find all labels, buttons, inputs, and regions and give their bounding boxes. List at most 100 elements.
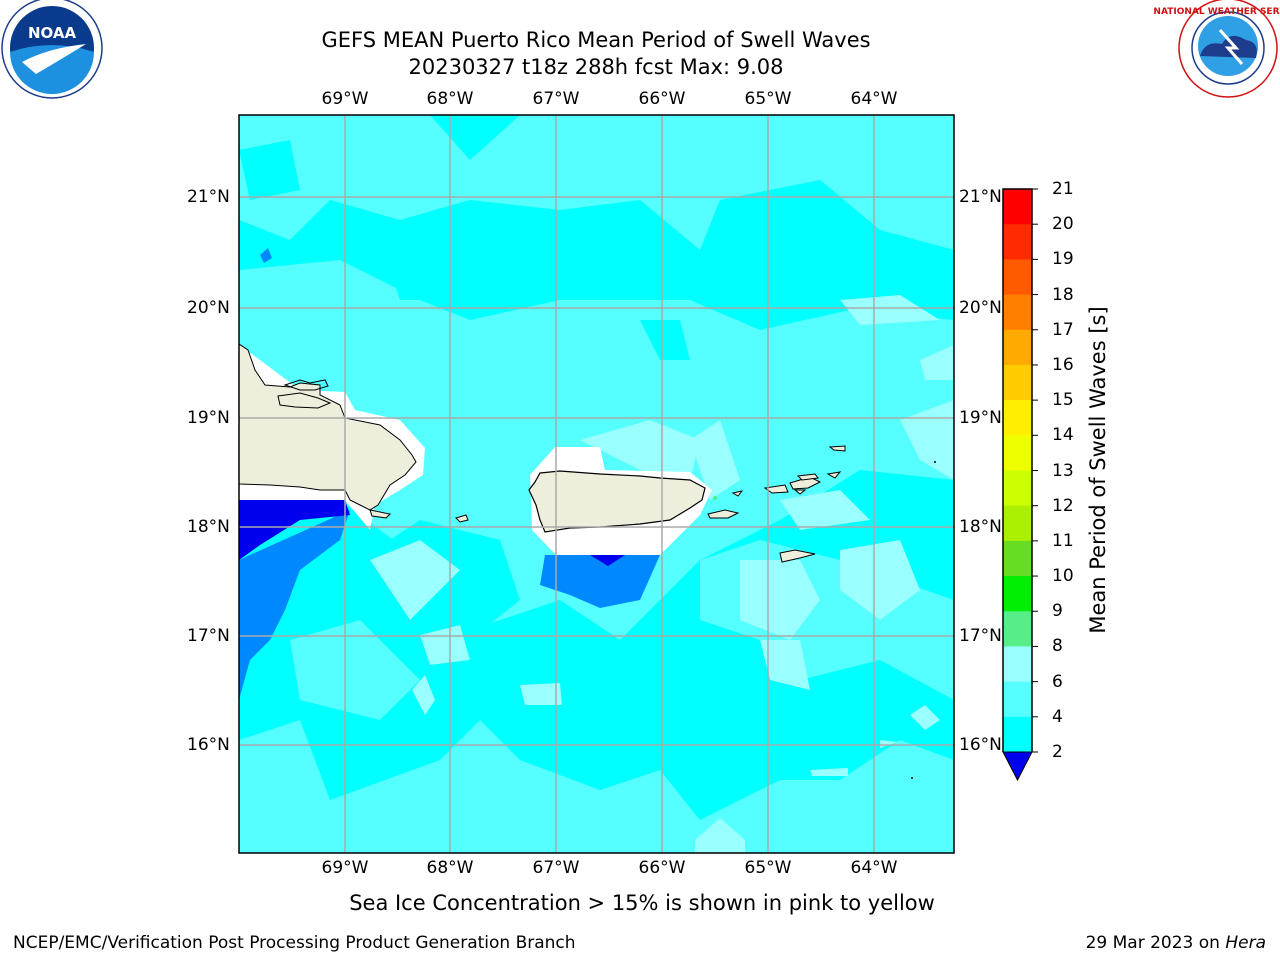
colorbar-swatch xyxy=(1003,646,1032,683)
swell-patch-8-9 xyxy=(840,295,940,325)
colorbar-title: Mean Period of Swell Waves [s] xyxy=(1086,306,1110,634)
hispaniola-land xyxy=(239,343,417,511)
lon-label-top: 68°W xyxy=(426,89,474,109)
colorbar-tick-label: 8 xyxy=(1052,636,1063,657)
swell-patch xyxy=(640,320,690,360)
lat-label-right: 20°N xyxy=(959,298,1002,318)
lat-label-left: 19°N xyxy=(187,408,230,428)
swell-patch-8-9 xyxy=(420,625,470,665)
colorbar-tick-label: 12 xyxy=(1052,495,1074,516)
chart-subtitle: 20230327 t18z 288h fcst Max: 9.08 xyxy=(408,55,784,79)
puerto-rico-land xyxy=(528,470,706,533)
swell-patch-8-9 xyxy=(690,420,740,500)
colorbar-tick-label: 10 xyxy=(1052,566,1074,587)
colorbar-swatch xyxy=(1003,400,1032,436)
noaa-logo-text: NOAA xyxy=(28,24,77,42)
coastline xyxy=(731,490,744,497)
lat-label-left: 17°N xyxy=(187,626,230,646)
chart-title: GEFS MEAN Puerto Rico Mean Period of Swe… xyxy=(321,28,871,52)
coastline xyxy=(455,514,469,523)
nws-logo: NATIONAL WEATHER SERVICE xyxy=(1153,0,1280,98)
colorbar-swatch xyxy=(1003,716,1032,753)
colorbar-swatch xyxy=(1003,576,1032,612)
colorbar-swatch xyxy=(1003,329,1032,366)
coastline xyxy=(934,461,936,463)
swell-patch-8-9 xyxy=(840,540,920,620)
lon-label-bottom: 68°W xyxy=(426,858,474,878)
noaa-logo: NOAA xyxy=(1,0,103,99)
coastline xyxy=(796,473,819,481)
period-2-4-band xyxy=(260,248,272,263)
sea-ice-note: Sea Ice Concentration > 15% is shown in … xyxy=(349,891,935,915)
lat-label-right: 18°N xyxy=(959,517,1002,537)
swell-patch-8-9 xyxy=(740,560,820,640)
lon-label-top: 69°W xyxy=(321,89,369,109)
coastline xyxy=(763,484,789,494)
map-plot xyxy=(239,115,954,853)
lon-label-bottom: 64°W xyxy=(850,858,898,878)
footer-credit: NCEP/EMC/Verification Post Processing Pr… xyxy=(13,933,576,953)
lat-label-left: 16°N xyxy=(187,735,230,755)
colorbar-tick-label: 6 xyxy=(1052,671,1063,692)
colorbar xyxy=(1002,188,1038,782)
swell-patch-8-9 xyxy=(910,705,940,730)
colorbar-swatch xyxy=(1003,189,1032,225)
swell-patch-8-9 xyxy=(370,540,460,620)
lat-label-left: 20°N xyxy=(187,298,230,318)
colorbar-swatch xyxy=(1003,505,1032,542)
lat-label-left: 18°N xyxy=(187,517,230,537)
coastline xyxy=(828,445,846,452)
map-frame xyxy=(238,114,955,854)
lat-label-left: 21°N xyxy=(187,187,230,207)
coastline xyxy=(793,489,807,495)
swell-patch-8-9 xyxy=(580,420,700,480)
colorbar-swatch xyxy=(1003,259,1032,296)
colorbar-tick-label: 11 xyxy=(1052,530,1074,551)
coastline xyxy=(779,549,816,563)
lat-label-right: 21°N xyxy=(959,187,1002,207)
swell-patch xyxy=(239,140,300,200)
lon-label-bottom: 65°W xyxy=(744,858,792,878)
swell-patch-8-9 xyxy=(780,490,870,530)
colorbar-tick-label: 13 xyxy=(1052,460,1074,481)
lat-label-right: 16°N xyxy=(959,735,1002,755)
coastline xyxy=(283,379,329,391)
colorbar-swatch xyxy=(1003,540,1032,577)
lat-label-right: 19°N xyxy=(959,408,1002,428)
colorbar-tick-label: 4 xyxy=(1052,706,1063,727)
swell-patch-8-9 xyxy=(412,675,435,715)
footer-machine: Hera xyxy=(1225,933,1266,953)
lon-label-bottom: 67°W xyxy=(532,858,580,878)
swell-patch-9-10 xyxy=(713,496,717,500)
gridlines xyxy=(239,115,954,853)
colorbar-tick-label: 14 xyxy=(1052,425,1074,446)
lat-label-right: 17°N xyxy=(959,626,1002,646)
colorbar-swatch xyxy=(1003,224,1032,260)
colorbar-tick-label: 9 xyxy=(1052,601,1063,622)
colorbar-tick-label: 17 xyxy=(1052,319,1074,340)
swell-patch-8-9 xyxy=(695,818,745,853)
coastline xyxy=(277,392,332,409)
swell-patch xyxy=(290,620,420,720)
footer-date-text: 29 Mar 2023 on xyxy=(1085,933,1226,953)
swell-patch xyxy=(239,720,954,853)
swell-patch-8-9 xyxy=(810,768,848,776)
swell-patch-8-9 xyxy=(760,640,810,690)
lon-label-top: 65°W xyxy=(744,89,792,109)
swell-patch xyxy=(239,115,954,250)
period-2-4-band xyxy=(540,555,660,608)
lon-label-top: 67°W xyxy=(532,89,580,109)
colorbar-swatch xyxy=(1003,294,1032,331)
colorbar-swatch xyxy=(1003,470,1032,507)
lon-label-bottom: 66°W xyxy=(638,858,686,878)
period-2-4-band xyxy=(239,510,350,700)
swell-patch-8-9 xyxy=(900,400,954,480)
coastline xyxy=(369,509,392,519)
coastline xyxy=(911,777,913,779)
coastline xyxy=(826,471,842,479)
nws-logo-text: NATIONAL WEATHER SERVICE xyxy=(1153,7,1280,17)
swell-patch xyxy=(390,265,440,300)
colorbar-tick-label: 16 xyxy=(1052,354,1074,375)
colorbar-swatch xyxy=(1003,435,1032,471)
